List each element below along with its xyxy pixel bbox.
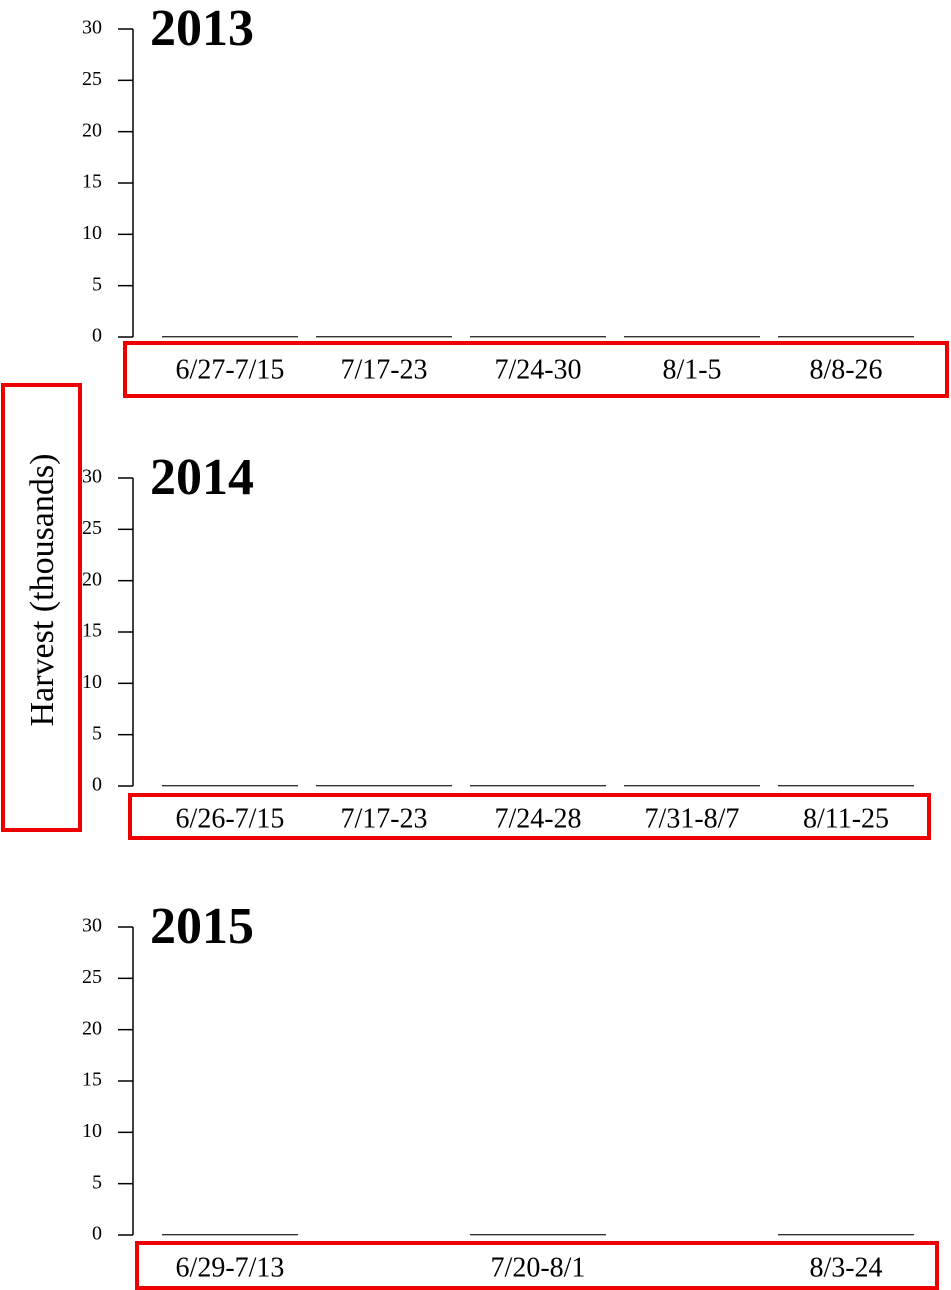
y-tick-label: 15 [82,171,102,193]
bar [777,1234,915,1236]
bar [623,336,761,338]
bar [161,785,299,787]
highlight-box [128,793,931,840]
y-tick-label: 25 [82,517,102,539]
x-tick-label: 7/24-28 [494,803,581,834]
y-tick-label: 5 [92,722,102,744]
chart-title: 2013 [150,0,254,57]
x-tick-label: 7/20-8/1 [491,1252,586,1283]
y-tick-label: 25 [82,966,102,988]
x-tick-label: 8/11-25 [803,803,889,834]
bar [315,336,453,338]
x-tick-label: 7/17-23 [340,803,427,834]
x-tick-label: 6/29-7/13 [176,1252,285,1283]
y-tick-label: 0 [92,325,102,347]
chart-title: 2014 [150,449,254,506]
y-tick-label: 25 [82,68,102,90]
y-tick-label: 15 [82,1069,102,1091]
y-tick-label: 20 [82,119,102,141]
x-tick-label: 7/24-30 [494,354,581,385]
y-tick-label: 10 [82,222,102,244]
x-tick-label: 8/8-26 [809,354,882,385]
bar [469,785,607,787]
bar [469,336,607,338]
y-tick-label: 30 [82,17,102,39]
y-tick-label: 5 [92,1171,102,1193]
x-tick-label: 8/1-5 [662,354,721,385]
bar [315,785,453,787]
x-tick-label: 6/26-7/15 [176,803,285,834]
bar [469,1234,607,1236]
y-tick-label: 30 [82,915,102,937]
y-tick-label: 5 [92,273,102,295]
y-tick-label: 15 [82,620,102,642]
highlight-box [123,341,949,398]
x-tick-label: 7/31-8/7 [645,803,740,834]
chart-title: 2015 [150,898,254,955]
y-tick-label: 10 [82,671,102,693]
bar [777,336,915,338]
y-tick-label: 20 [82,568,102,590]
highlight-box [135,1241,939,1290]
y-tick-label: 20 [82,1017,102,1039]
y-tick-label: 10 [82,1120,102,1142]
y-tick-label: 0 [92,774,102,796]
x-tick-label: 7/17-23 [340,354,427,385]
bar [777,785,915,787]
y-axis-label: Harvest (thousands) [24,454,61,727]
bar [161,1234,299,1236]
x-tick-label: 8/3-24 [809,1252,882,1283]
bar [623,785,761,787]
highlight-box [1,383,82,832]
bar [161,336,299,338]
x-tick-label: 6/27-7/15 [176,354,285,385]
y-tick-label: 30 [82,466,102,488]
y-tick-label: 0 [92,1223,102,1245]
